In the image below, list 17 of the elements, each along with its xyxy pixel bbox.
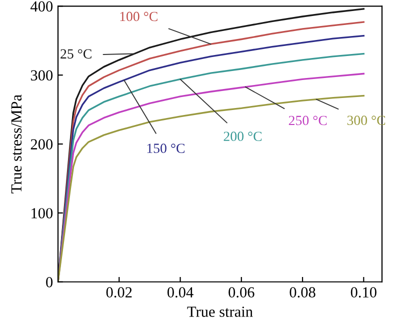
x-tick-label: 0.06 <box>228 287 254 298</box>
y-tick-label: 200 <box>30 139 53 150</box>
text: 200 °C <box>224 132 262 142</box>
y-tick-label: 100 <box>32 208 53 218</box>
text: 100 °C <box>120 12 158 22</box>
x-tick-label: 0.04 <box>167 287 194 298</box>
x-tick-label: 0.02 <box>106 287 132 298</box>
y-axis-title: True stress/MPa <box>11 94 22 194</box>
series-label: 25 °C <box>60 49 92 59</box>
y-tick-label: 0 <box>46 277 53 288</box>
y-tick-label: 400 <box>30 1 53 12</box>
x-axis-title: True strain <box>187 306 253 317</box>
x-tick-label: 0.10 <box>350 287 376 298</box>
x-tick-label: 0.08 <box>290 287 316 298</box>
text: 150 °C <box>147 144 184 154</box>
y-tick-label: 300 <box>30 70 53 81</box>
text: 250 °C <box>288 116 327 126</box>
